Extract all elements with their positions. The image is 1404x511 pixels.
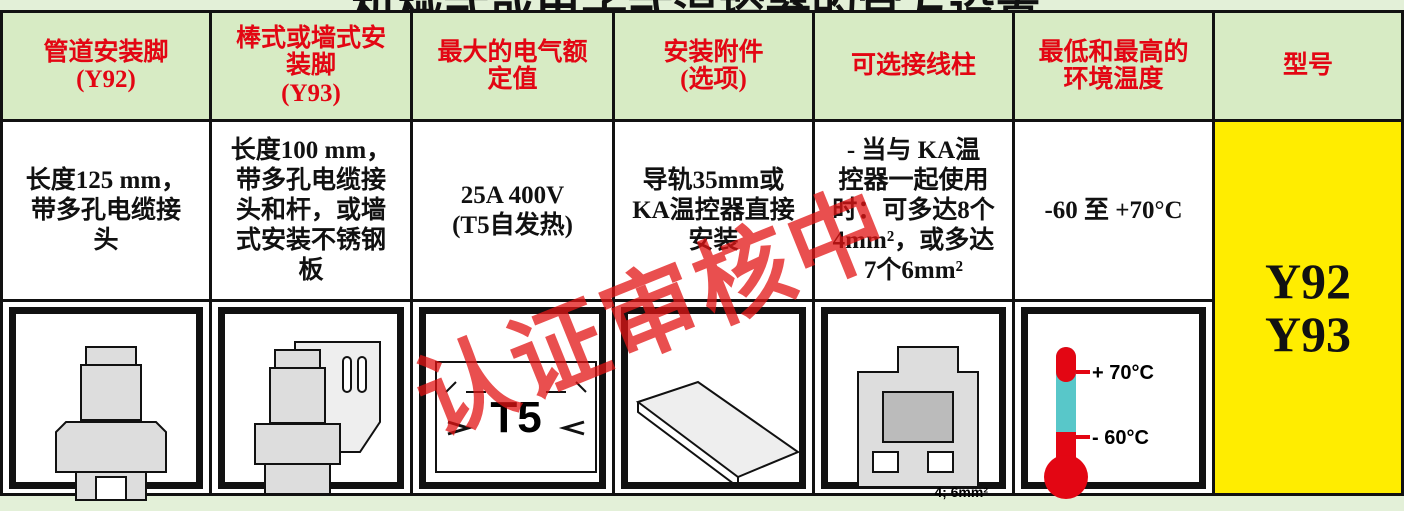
heater-label: T5 bbox=[490, 393, 541, 442]
header-cell: 最大的电气额 定值 bbox=[410, 10, 615, 122]
temp-low: - 60°C bbox=[1092, 427, 1149, 449]
terminal-icon: 4; 6mm² bbox=[857, 346, 988, 500]
header-cell: 安装附件 (选项) bbox=[612, 10, 815, 122]
body-cell: 长度100 mm， 带多孔电缆接 头和杆，或墙 式安装不锈钢 板 bbox=[209, 119, 413, 302]
terminal-label: 4; 6mm² bbox=[934, 484, 988, 500]
body-cell: 25A 400V (T5自发热) bbox=[410, 119, 615, 302]
image-cell bbox=[0, 299, 212, 501]
body-cell: 导轨35mm或 KA温控器直接 安装 bbox=[612, 119, 815, 302]
header-cell: 棒式或墙式安 装脚 (Y93) bbox=[209, 10, 413, 122]
model-cell: Y92 Y93 bbox=[1212, 119, 1404, 496]
pipe-leg-icon bbox=[55, 346, 167, 501]
header-cell: 最低和最高的 环境温度 bbox=[1012, 10, 1215, 122]
thermometer-icon: + 70°C - 60°C bbox=[1044, 347, 1154, 499]
image-cell: 4; 6mm² bbox=[812, 299, 1015, 500]
wall-leg-icon bbox=[254, 341, 381, 495]
body-cell: - 当与 KA温 控器一起使用 时：可多达8个 4mm²，或多达 7个6mm² bbox=[812, 119, 1015, 302]
rail-icon bbox=[635, 380, 801, 489]
heater-icon: T5 bbox=[435, 361, 597, 473]
body-cell: 长度125 mm， 带多孔电缆接 头 bbox=[0, 119, 212, 302]
body-cell: -60 至 +70°C bbox=[1012, 119, 1215, 302]
image-cell: + 70°C - 60°C bbox=[1012, 299, 1215, 499]
header-cell: 型号 bbox=[1212, 10, 1404, 122]
image-cell bbox=[209, 299, 413, 496]
temp-high: + 70°C bbox=[1092, 362, 1154, 384]
header-cell: 管道安装脚 (Y92) bbox=[0, 10, 212, 122]
header-cell: 可选接线柱 bbox=[812, 10, 1015, 122]
image-cell bbox=[612, 299, 815, 496]
image-cell: T5 bbox=[410, 299, 615, 496]
